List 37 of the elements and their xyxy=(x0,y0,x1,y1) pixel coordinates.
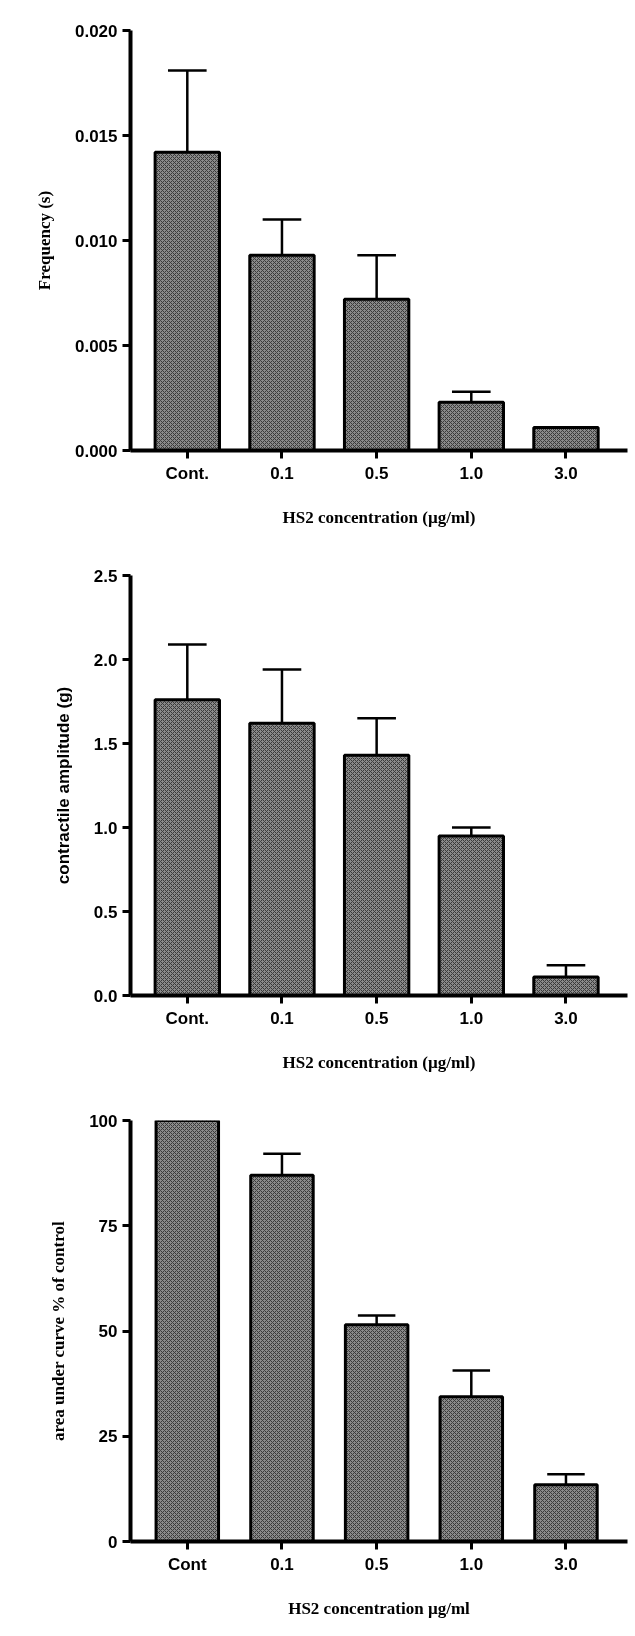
y-tick-label: 75 xyxy=(98,1216,118,1236)
y-tick-label: 25 xyxy=(98,1427,118,1447)
x-tick-label: 1.0 xyxy=(459,1554,484,1574)
x-tick-label: 0.1 xyxy=(270,1008,294,1028)
x-tick-label: Cont xyxy=(167,1554,207,1574)
y-tick-label: 0.010 xyxy=(74,231,118,251)
x-tick-label: 3.0 xyxy=(554,1554,578,1574)
y-tick-label: 0.5 xyxy=(93,902,118,922)
y-axis-title: Frequency (s) xyxy=(34,190,54,291)
y-tick-label: 0 xyxy=(108,1532,118,1552)
x-axis-title: HS2 concentration (µg/ml) xyxy=(282,1052,476,1072)
x-tick-label: Cont. xyxy=(165,1008,210,1028)
y-tick-label: 100 xyxy=(89,1111,118,1131)
y-tick-label: 0.000 xyxy=(74,441,118,461)
x-tick-label: 0.5 xyxy=(364,1008,389,1028)
x-tick-label: 3.0 xyxy=(554,463,578,483)
x-tick-label: 0.1 xyxy=(270,463,294,483)
x-tick-label: 0.5 xyxy=(364,463,389,483)
x-tick-label: 3.0 xyxy=(554,1008,578,1028)
x-axis-title: HS2 concentration µg/ml xyxy=(288,1598,471,1618)
y-axis-title: area under curve % of control xyxy=(49,1221,69,1441)
y-tick-label: 1.5 xyxy=(93,734,118,754)
y-tick-label: 2.5 xyxy=(93,566,118,586)
y-tick-label: 0.015 xyxy=(74,126,118,146)
x-tick-label: 1.0 xyxy=(459,1008,484,1028)
y-tick-label: 1.0 xyxy=(93,818,118,838)
y-tick-label: 2.0 xyxy=(93,650,118,670)
x-tick-label: 1.0 xyxy=(459,463,484,483)
x-tick-label: Cont. xyxy=(165,463,210,483)
x-tick-label: 0.1 xyxy=(270,1554,294,1574)
y-tick-label: 0.005 xyxy=(74,336,118,356)
x-axis-title: HS2 concentration (µg/ml) xyxy=(282,507,476,527)
y-tick-label: 50 xyxy=(98,1322,118,1341)
y-tick-label: 0.0 xyxy=(93,986,118,1006)
y-axis-title: contractile amplitude (g) xyxy=(53,686,73,885)
y-tick-label: 0.020 xyxy=(74,21,118,41)
x-tick-label: 0.5 xyxy=(364,1554,389,1574)
